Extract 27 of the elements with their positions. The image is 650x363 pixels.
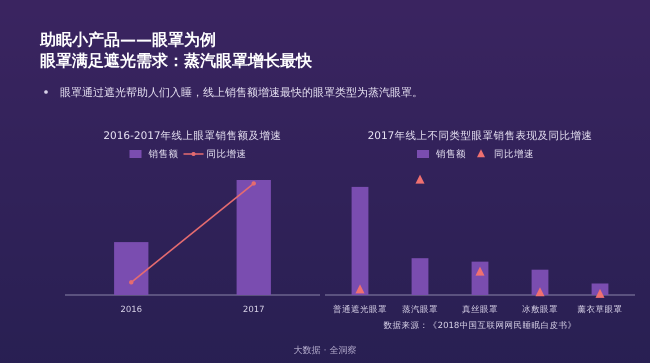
chart-title: 2017年线上不同类型眼罩销售表现及同比增速 — [368, 129, 592, 142]
x-tick-label: 冰敷眼罩 — [522, 304, 558, 315]
legend-label: 销售额 — [435, 148, 466, 160]
bar — [592, 284, 608, 295]
x-tick-label: 普通遮光眼罩 — [333, 304, 387, 315]
bar — [412, 258, 428, 295]
chart-title: 2016-2017年线上眼罩销售额及增速 — [103, 129, 282, 142]
bar — [352, 186, 368, 295]
bar — [532, 270, 548, 295]
x-tick-label: 真丝眼罩 — [462, 304, 498, 315]
text: 助眠小产品——眼罩为例 — [39, 30, 216, 49]
text: 眼罩满足遮光需求：蒸汽眼罩增长最快 — [40, 51, 313, 70]
text: 大数据 · 全洞察 — [294, 345, 356, 356]
legend-label: 同比增速 — [494, 148, 534, 160]
point — [356, 284, 364, 294]
x-tick-label: 2017 — [242, 305, 265, 315]
legend-label: 同比增速 — [206, 148, 246, 160]
bar — [472, 262, 488, 295]
source-note: 数据来源：《2018中国互联网网民睡眠白皮书》 — [384, 320, 576, 331]
point — [416, 174, 424, 184]
point — [536, 287, 544, 296]
text: 眼罩通过遮光帮助人们入睡，线上销售额增速最快的眼罩类型为蒸汽眼罩。 — [60, 86, 423, 99]
x-tick-label: 薰衣草眼罩 — [578, 304, 622, 315]
legend-label: 销售额 — [148, 148, 178, 160]
point — [476, 266, 484, 276]
x-tick-label: 2016 — [120, 305, 142, 315]
x-tick-label: 蒸汽眼罩 — [402, 304, 438, 315]
